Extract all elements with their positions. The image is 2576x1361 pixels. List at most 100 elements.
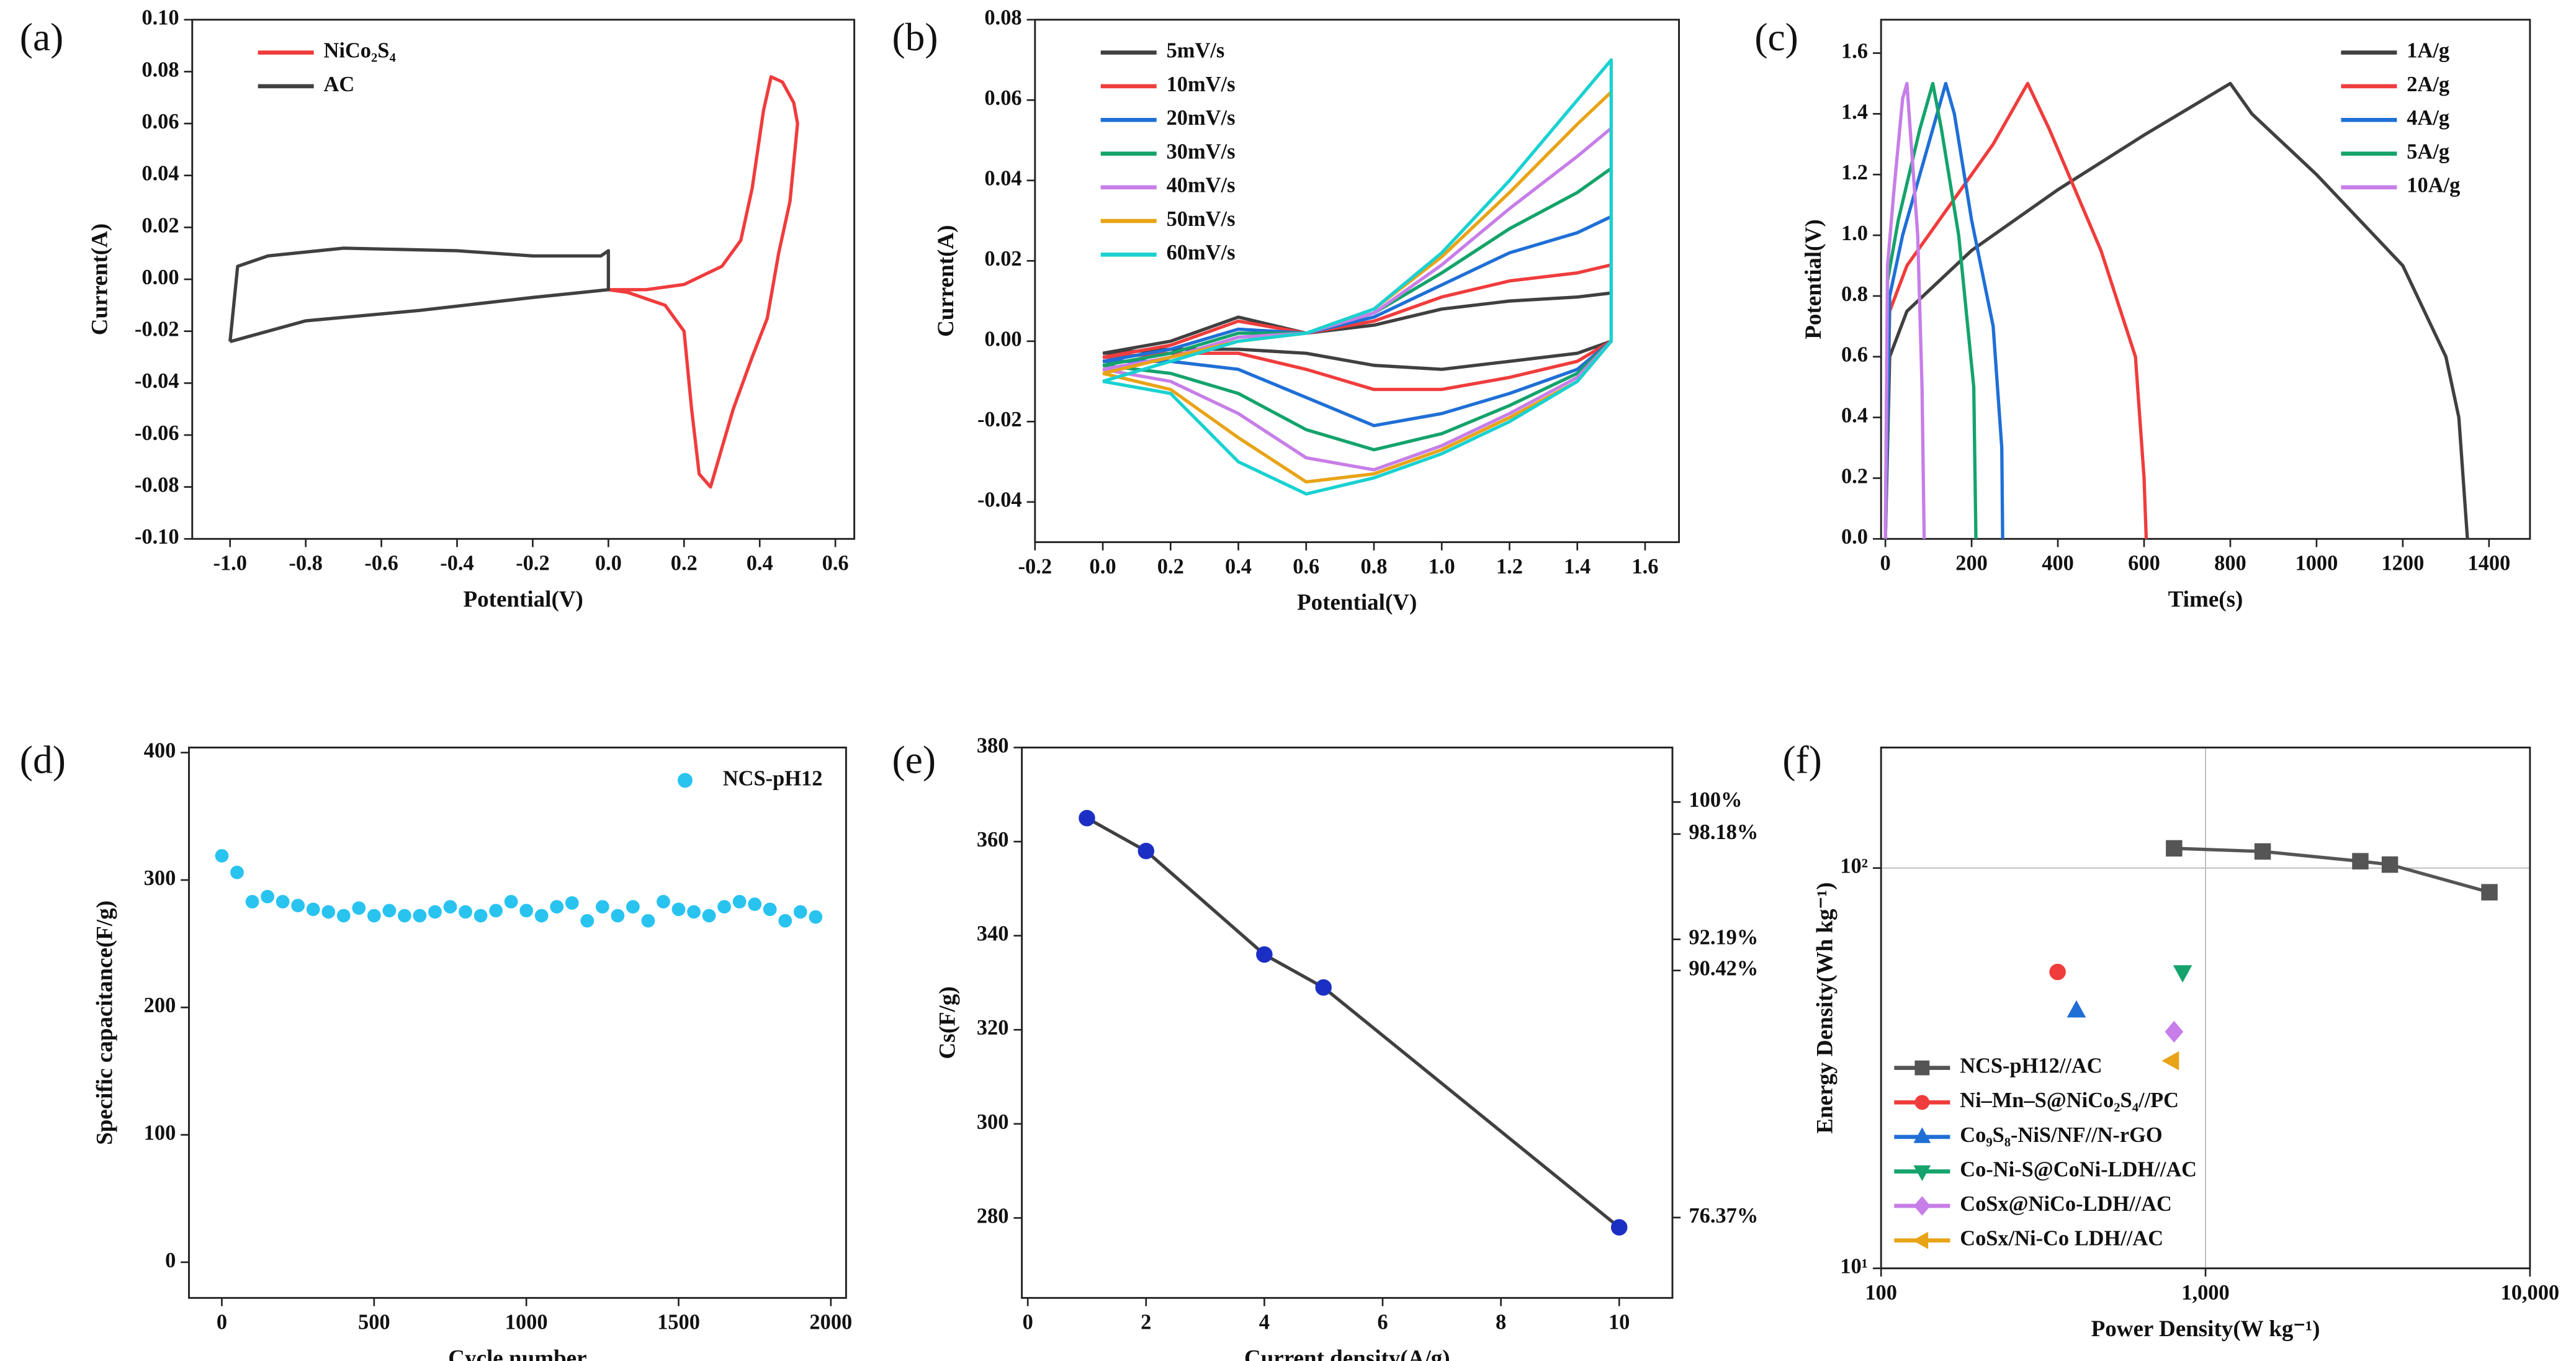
marker bbox=[1315, 979, 1332, 996]
marker bbox=[748, 897, 762, 911]
y-tick-label: 0.06 bbox=[984, 86, 1021, 110]
x-tick-label: 800 bbox=[2214, 552, 2246, 575]
y-tick-label: 0.4 bbox=[1841, 404, 1868, 428]
y-tick-label: -0.04 bbox=[977, 488, 1022, 512]
legend-label: 50mV/s bbox=[1167, 207, 1236, 231]
x-axis-label: Potential(V) bbox=[1297, 590, 1417, 616]
marker bbox=[367, 909, 381, 923]
series-line bbox=[608, 75, 799, 489]
x-tick-label: 0 bbox=[1880, 552, 1891, 575]
marker bbox=[504, 895, 518, 909]
marker bbox=[2481, 884, 2498, 901]
x-tick-label: 10,000 bbox=[2501, 1281, 2560, 1305]
marker bbox=[230, 865, 244, 879]
marker bbox=[793, 905, 807, 919]
legend-marker bbox=[1913, 1196, 1931, 1216]
marker bbox=[671, 902, 686, 917]
marker bbox=[245, 895, 259, 909]
panel: (e) 0 2 4 6 8 10 280 300 320 340 360 380 100% 98.18% 92… bbox=[892, 734, 1759, 1361]
panel-label: (a) bbox=[20, 15, 64, 59]
y-tick-label: 0.00 bbox=[141, 266, 179, 289]
y-axis-label: Current(A) bbox=[88, 223, 113, 335]
y-axis-label: Energy Density(Wh kg⁻¹) bbox=[1812, 882, 1838, 1133]
y-tick-label: 0.0 bbox=[1841, 525, 1868, 549]
legend-label: 60mV/s bbox=[1167, 241, 1236, 264]
x-axis-label: Power Density(W kg⁻¹) bbox=[2091, 1316, 2320, 1342]
marker bbox=[2381, 856, 2399, 873]
x-tick-label: 0.6 bbox=[1293, 555, 1319, 578]
marker bbox=[413, 909, 427, 923]
y-tick-label: 300 bbox=[977, 1110, 1009, 1134]
y-tick-label: 0 bbox=[165, 1249, 176, 1272]
marker bbox=[550, 900, 564, 914]
series-line bbox=[1883, 81, 1926, 539]
x-tick-label: 1000 bbox=[505, 1311, 548, 1334]
marker bbox=[657, 895, 670, 909]
marker bbox=[2173, 965, 2192, 983]
y2-tick-label: 92.19% bbox=[1689, 926, 1758, 950]
y-axis-label: Cs(F/g) bbox=[935, 986, 961, 1059]
y-tick-label: 400 bbox=[144, 739, 176, 763]
x-tick-label: 2 bbox=[1141, 1311, 1151, 1334]
x-axis-label: Potential(V) bbox=[463, 586, 583, 612]
x-tick-label: 0.0 bbox=[595, 552, 622, 575]
y-tick-label: -0.06 bbox=[135, 421, 179, 445]
y-axis-label: Current(A) bbox=[933, 225, 959, 336]
x-tick-label: 1.4 bbox=[1564, 555, 1591, 578]
marker bbox=[489, 904, 503, 918]
legend-label: CoSx@NiCo-LDH//AC bbox=[1960, 1192, 2172, 1216]
marker bbox=[276, 895, 290, 909]
x-tick-label: 0.4 bbox=[747, 552, 773, 575]
y2-tick-label: 98.18% bbox=[1689, 820, 1758, 844]
marker bbox=[306, 902, 320, 917]
panel-label: (f) bbox=[1782, 738, 1821, 782]
marker bbox=[2352, 853, 2369, 869]
y-tick-label: 0.02 bbox=[141, 213, 179, 237]
x-tick-label: -0.4 bbox=[440, 552, 473, 575]
marker bbox=[809, 910, 823, 924]
y-tick-label: 1.6 bbox=[1841, 39, 1868, 63]
plot-frame bbox=[1021, 747, 1674, 1299]
y-tick-label: 0.6 bbox=[1841, 343, 1868, 367]
y-tick-label: 0.2 bbox=[1841, 464, 1868, 488]
marker bbox=[215, 849, 229, 863]
marker bbox=[519, 904, 534, 918]
marker bbox=[717, 900, 731, 914]
marker bbox=[687, 905, 701, 919]
y-tick-label: 0.8 bbox=[1841, 282, 1868, 306]
legend-label: Co-Ni-S@CoNi-LDH//AC bbox=[1960, 1157, 2197, 1181]
y-tick-label: 10¹ bbox=[1840, 1255, 1868, 1278]
x-tick-label: 0.4 bbox=[1225, 555, 1252, 578]
legend-label: Co₉S₈-NiS/NF//N-rGO bbox=[1960, 1123, 2162, 1147]
y2-tick-label: 100% bbox=[1689, 788, 1742, 812]
series-line bbox=[2174, 847, 2490, 894]
marker bbox=[565, 896, 579, 910]
marker bbox=[261, 889, 274, 904]
panel-label: (c) bbox=[1754, 15, 1798, 59]
y-tick-label: 360 bbox=[977, 828, 1009, 851]
legend-label: 5mV/s bbox=[1167, 39, 1225, 63]
marker bbox=[2049, 963, 2066, 981]
x-tick-label: 0 bbox=[217, 1311, 227, 1334]
x-tick-label: 0 bbox=[1023, 1311, 1033, 1334]
y-tick-label: 100 bbox=[144, 1121, 176, 1144]
x-tick-label: 0.8 bbox=[1360, 555, 1387, 578]
x-tick-label: 8 bbox=[1496, 1311, 1506, 1334]
panel-label: (b) bbox=[892, 15, 938, 59]
x-axis-label: Current density(A/g) bbox=[1244, 1345, 1450, 1361]
y-tick-label: 0.02 bbox=[984, 247, 1021, 271]
marker bbox=[321, 905, 336, 919]
x-tick-label: 10 bbox=[1609, 1311, 1630, 1334]
y-tick-label: 10² bbox=[1840, 855, 1868, 878]
x-axis-label: Time(s) bbox=[2168, 586, 2243, 612]
marker bbox=[428, 905, 442, 919]
x-tick-label: 6 bbox=[1377, 1311, 1388, 1334]
y2-tick-label: 90.42% bbox=[1689, 957, 1758, 981]
x-tick-label: 0.2 bbox=[1157, 555, 1184, 578]
x-tick-label: 400 bbox=[2042, 552, 2074, 575]
marker bbox=[291, 899, 305, 912]
x-tick-label: 1000 bbox=[2296, 552, 2338, 575]
panel-label: (d) bbox=[20, 738, 66, 782]
series-line bbox=[1102, 58, 1613, 496]
x-tick-label: 2000 bbox=[809, 1311, 852, 1334]
